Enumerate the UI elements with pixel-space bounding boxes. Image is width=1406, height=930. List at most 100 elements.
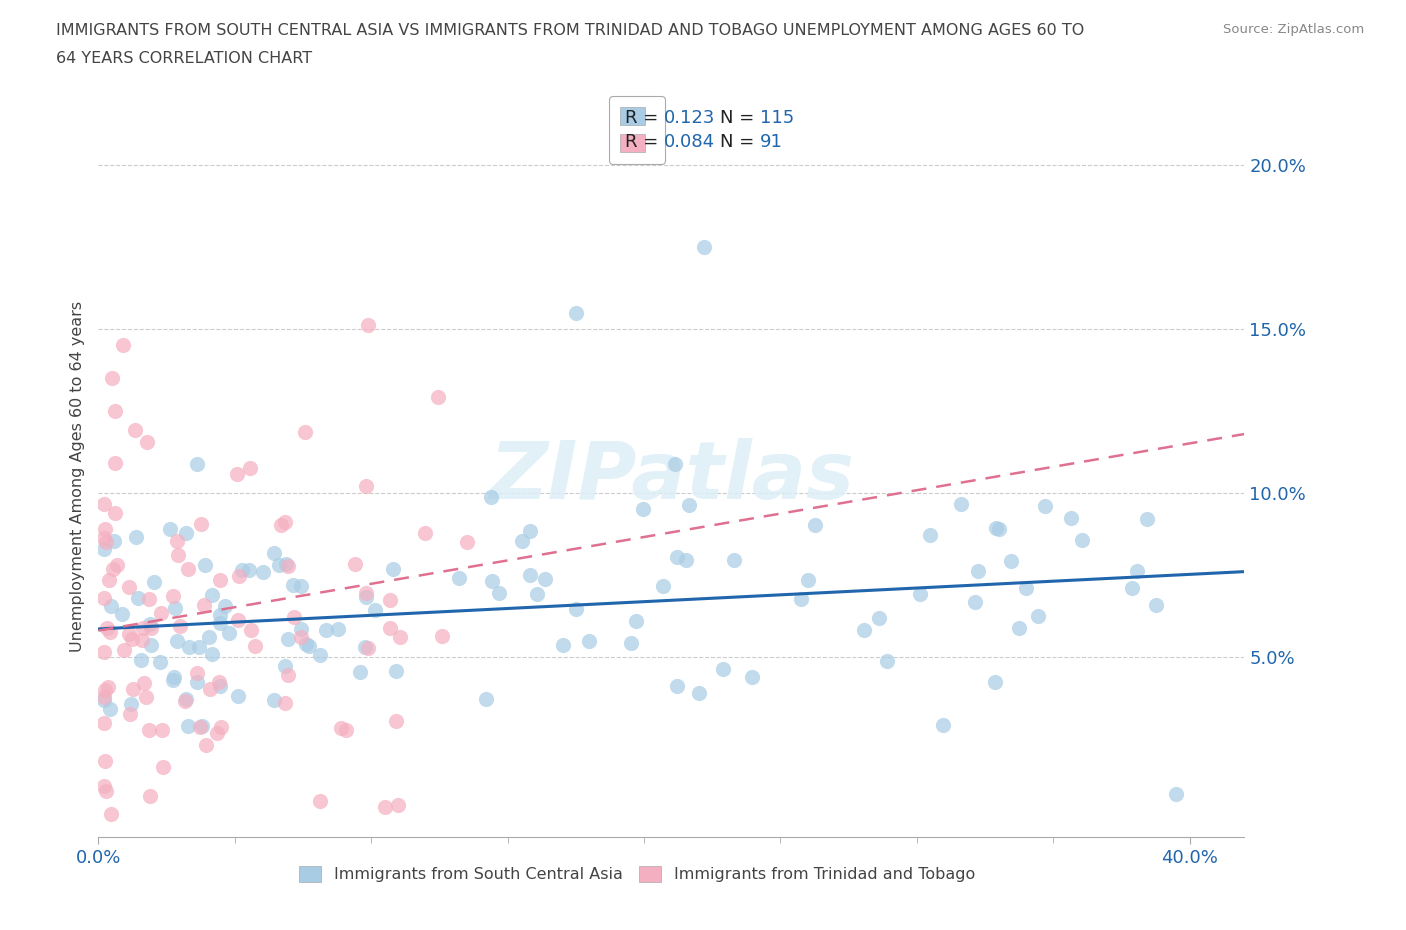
Point <box>984 521 1007 536</box>
Point <box>1126 564 1149 578</box>
Point <box>309 793 332 808</box>
Point <box>963 594 986 609</box>
Point <box>270 517 292 532</box>
Point <box>131 621 153 636</box>
Point <box>526 587 548 602</box>
Text: Source: ZipAtlas.com: Source: ZipAtlas.com <box>1223 23 1364 36</box>
Point <box>741 670 763 684</box>
Point <box>186 457 208 472</box>
Point <box>551 638 574 653</box>
Point <box>381 562 404 577</box>
Point <box>385 663 408 678</box>
Point <box>796 573 818 588</box>
Point <box>93 644 115 659</box>
Point <box>138 723 160 737</box>
Point <box>335 723 357 737</box>
Point <box>97 679 120 694</box>
Point <box>141 638 163 653</box>
Point <box>120 707 142 722</box>
Point <box>121 632 143 647</box>
Point <box>94 683 117 698</box>
Point <box>94 783 117 798</box>
Point <box>186 674 208 689</box>
Point <box>290 622 312 637</box>
Point <box>159 522 181 537</box>
Point <box>198 630 221 644</box>
Point <box>166 534 188 549</box>
Point <box>193 598 215 613</box>
Legend: Immigrants from South Central Asia, Immigrants from Trinidad and Tobago: Immigrants from South Central Asia, Immi… <box>291 858 983 890</box>
Point <box>1033 498 1056 513</box>
Point <box>1060 511 1083 525</box>
Point <box>456 535 478 550</box>
Point <box>228 568 250 583</box>
Point <box>226 688 249 703</box>
Point <box>274 556 297 571</box>
Point <box>852 622 875 637</box>
Point <box>179 639 201 654</box>
Point <box>141 621 163 636</box>
Point <box>1015 580 1038 595</box>
Point <box>329 721 352 736</box>
Point <box>94 521 117 536</box>
Point <box>354 585 377 600</box>
Point <box>908 587 931 602</box>
Point <box>533 572 555 587</box>
Point <box>100 806 122 821</box>
Point <box>207 675 229 690</box>
Point <box>449 571 471 586</box>
Point <box>868 610 890 625</box>
Point <box>118 627 141 642</box>
Point <box>138 591 160 606</box>
Point <box>150 723 173 737</box>
Point <box>1121 581 1143 596</box>
Point <box>174 692 197 707</box>
Point <box>173 693 195 708</box>
Point <box>565 602 588 617</box>
Point <box>578 633 600 648</box>
Point <box>624 614 647 629</box>
Point <box>389 630 412 644</box>
Point <box>430 629 453 644</box>
Point <box>93 530 115 545</box>
Point <box>194 558 217 573</box>
Point <box>135 690 157 705</box>
Point <box>100 599 122 614</box>
Point <box>277 558 299 573</box>
Point <box>675 552 697 567</box>
Point <box>111 606 134 621</box>
Text: 0.123: 0.123 <box>664 109 716 127</box>
Point <box>620 635 643 650</box>
Point <box>277 668 299 683</box>
Point <box>96 621 118 636</box>
Point <box>950 497 973 512</box>
Point <box>263 693 285 708</box>
Point <box>132 675 155 690</box>
Text: 64 YEARS CORRELATION CHART: 64 YEARS CORRELATION CHART <box>56 51 312 66</box>
Point <box>876 653 898 668</box>
Point <box>120 697 142 711</box>
Point <box>510 533 533 548</box>
Text: 91: 91 <box>759 133 783 152</box>
Point <box>93 778 115 793</box>
Point <box>101 371 124 386</box>
Point <box>290 630 312 644</box>
Point <box>188 640 211 655</box>
Point <box>94 754 117 769</box>
Point <box>104 456 127 471</box>
Point <box>273 658 295 673</box>
Point <box>479 489 502 504</box>
Point <box>98 701 121 716</box>
Point <box>988 522 1011 537</box>
Point <box>1164 787 1187 802</box>
Text: ZIPatlas: ZIPatlas <box>489 438 853 515</box>
Point <box>664 457 686 472</box>
Point <box>380 621 402 636</box>
Point <box>93 693 115 708</box>
Point <box>226 467 249 482</box>
Point <box>357 317 380 332</box>
Point <box>143 574 166 589</box>
Point <box>190 517 212 532</box>
Point <box>932 717 955 732</box>
Point <box>208 678 231 693</box>
